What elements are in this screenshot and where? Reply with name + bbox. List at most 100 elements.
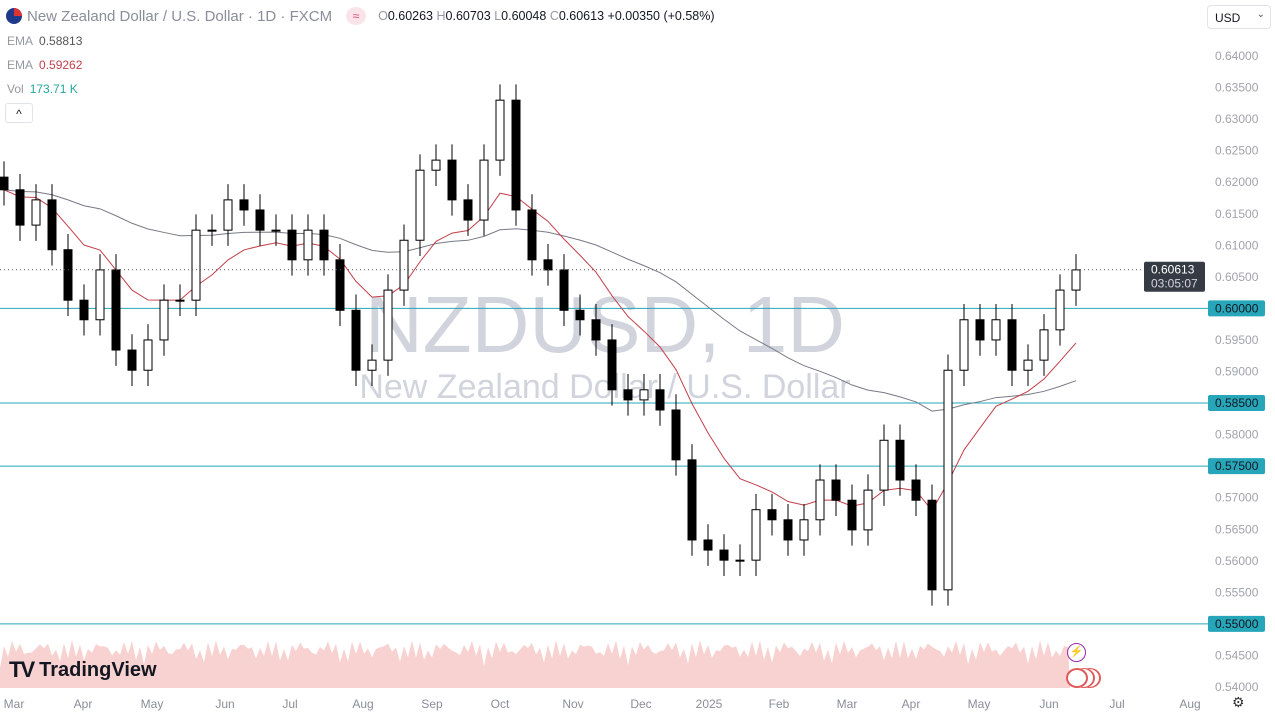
candle-body <box>191 229 201 301</box>
candle-body <box>719 549 729 561</box>
candle-body <box>127 349 137 371</box>
candle-body <box>1055 289 1065 331</box>
candle-body <box>591 319 601 341</box>
low-label: L <box>494 9 502 23</box>
ema-slow-name: EMA <box>7 34 34 48</box>
y-tick-label: 0.57000 <box>1215 491 1259 505</box>
candle-body <box>367 359 377 371</box>
ema-fast-value: 0.59262 <box>39 58 83 72</box>
y-tick-label: 0.54500 <box>1215 648 1259 662</box>
candle-body <box>495 99 505 161</box>
economic-events-icon[interactable] <box>1066 668 1088 688</box>
x-tick-label: Jul <box>1109 697 1124 711</box>
candle-body <box>927 499 937 591</box>
candle-body <box>831 479 841 501</box>
candle-body <box>95 269 105 321</box>
x-tick-label: Mar <box>4 697 25 711</box>
level-price-label: 0.55000 <box>1215 617 1259 631</box>
y-tick-label: 0.61500 <box>1215 207 1259 221</box>
candle-body <box>991 319 1001 341</box>
bar-countdown: 03:05:07 <box>1151 277 1198 291</box>
nz-us-flag-icon <box>6 8 22 24</box>
ema-slow-legend[interactable]: EMA 0.58813 <box>7 34 82 48</box>
candle-body <box>735 559 745 562</box>
candle-body <box>1007 319 1017 371</box>
candle-body <box>511 99 521 211</box>
candle-body <box>527 209 537 261</box>
candle-body <box>239 199 249 211</box>
volume-value: 173.71 K <box>29 82 78 96</box>
symbol-title[interactable]: New Zealand Dollar / U.S. Dollar · 1D · … <box>27 7 333 25</box>
candle-body <box>319 229 329 261</box>
high-value: 0.60703 <box>445 9 491 23</box>
watermark-name: New Zealand Dollar / U.S. Dollar <box>359 368 850 406</box>
x-tick-label: Jun <box>215 697 234 711</box>
candle-body <box>255 209 265 231</box>
level-price-label: 0.57500 <box>1215 459 1259 473</box>
candle-body <box>607 339 617 391</box>
y-tick-label: 0.63000 <box>1215 112 1259 126</box>
level-price-label-bg <box>1208 615 1265 632</box>
candle-body <box>431 159 441 171</box>
candle-body <box>1023 359 1033 371</box>
candle-body <box>959 319 969 371</box>
currency-value: USD <box>1215 11 1241 25</box>
close-value: 0.60613 <box>558 9 605 23</box>
x-tick-label: May <box>141 697 164 711</box>
candle-body <box>143 339 153 371</box>
candle-body <box>879 439 889 491</box>
currency-select[interactable]: USD ⌄ <box>1207 5 1271 29</box>
x-tick-label: Mar <box>837 697 858 711</box>
x-tick-label: Dec <box>630 697 651 711</box>
candle-body <box>815 479 825 521</box>
x-tick-label: Oct <box>491 697 510 711</box>
candle-body <box>543 259 553 271</box>
ema-fast-legend[interactable]: EMA 0.59262 <box>7 58 82 72</box>
candle-body <box>911 479 921 501</box>
y-tick-label: 0.59000 <box>1215 365 1259 379</box>
candle-body <box>287 229 297 261</box>
candle-body <box>351 309 361 371</box>
y-tick-label: 0.59500 <box>1215 333 1259 347</box>
x-tick-label: Jul <box>282 697 297 711</box>
approx-icon[interactable]: ≈ <box>346 7 367 25</box>
settings-icon[interactable]: ⚙ <box>1232 694 1245 710</box>
candle-body <box>63 249 73 301</box>
open-value: 0.60263 <box>387 9 433 23</box>
chevron-down-icon: ⌄ <box>1256 9 1265 20</box>
tradingview-logo[interactable]: TV TradingView <box>9 657 157 683</box>
candle-body <box>463 199 473 221</box>
volume-legend[interactable]: Vol 173.71 K <box>7 82 78 96</box>
candle-body <box>687 459 697 541</box>
level-price-label-bg <box>1208 395 1265 412</box>
candle-body <box>671 409 681 461</box>
candle-body <box>223 199 233 231</box>
candle-body <box>159 299 169 341</box>
y-tick-label: 0.60500 <box>1215 270 1259 284</box>
level-price-label-bg <box>1208 300 1265 317</box>
ema-slow-value: 0.58813 <box>39 34 83 48</box>
x-tick-label: Aug <box>1179 697 1200 711</box>
candle-body <box>975 319 985 341</box>
y-tick-label: 0.63500 <box>1215 81 1259 95</box>
y-tick-label: 0.56000 <box>1215 554 1259 568</box>
candle-body <box>415 169 425 241</box>
candle-body <box>847 499 857 531</box>
y-tick-label: 0.61000 <box>1215 238 1259 252</box>
close-label: C <box>549 9 559 23</box>
candle-body <box>303 229 313 261</box>
candle-body <box>383 289 393 361</box>
level-price-label: 0.60000 <box>1215 301 1259 315</box>
candle-body <box>655 389 665 411</box>
y-tick-label: 0.58000 <box>1215 428 1259 442</box>
x-tick-label: May <box>968 697 991 711</box>
candle-body <box>271 229 281 232</box>
lightning-icon[interactable]: ⚡ <box>1067 643 1086 662</box>
collapse-legend-button[interactable]: ^ <box>5 103 33 123</box>
low-value: 0.60048 <box>501 9 547 23</box>
candle-body <box>335 259 345 311</box>
candle-body <box>175 299 185 302</box>
candle-body <box>1071 269 1081 291</box>
candle-body <box>47 199 57 251</box>
